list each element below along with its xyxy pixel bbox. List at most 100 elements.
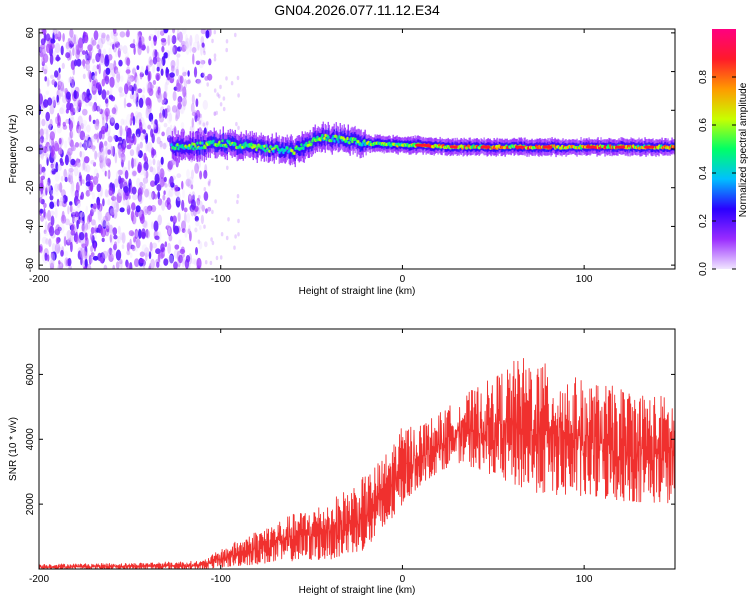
noise-blob bbox=[188, 193, 192, 205]
noise-blob bbox=[56, 94, 59, 103]
noise-blob bbox=[150, 119, 154, 125]
noise-blob bbox=[106, 171, 110, 178]
band-peak bbox=[174, 146, 178, 150]
noise-blob bbox=[161, 200, 166, 211]
noise-blob bbox=[88, 190, 93, 195]
y-tick-label: -60 bbox=[25, 257, 36, 272]
noise-blob bbox=[79, 212, 85, 218]
noise-blob bbox=[185, 178, 191, 187]
noise-blob bbox=[110, 230, 114, 238]
noise-blob bbox=[85, 173, 91, 184]
noise-blob bbox=[105, 111, 109, 123]
noise-blob bbox=[65, 91, 71, 100]
noise-blob bbox=[84, 232, 88, 241]
noise-blob bbox=[46, 157, 49, 166]
noise-blob bbox=[220, 232, 224, 237]
noise-blob bbox=[58, 67, 61, 73]
colorbar-tick-label: 0.4 bbox=[698, 166, 709, 180]
noise-blob bbox=[154, 119, 158, 126]
noise-blob bbox=[188, 195, 192, 201]
noise-blob bbox=[82, 124, 87, 133]
noise-blob bbox=[206, 121, 209, 126]
noise-blob bbox=[107, 169, 111, 180]
noise-blob bbox=[162, 194, 166, 201]
noise-blob bbox=[60, 175, 64, 182]
noise-blob bbox=[200, 72, 205, 78]
noise-blob bbox=[225, 235, 229, 241]
noise-blob bbox=[85, 102, 89, 107]
noise-blob bbox=[104, 140, 108, 147]
noise-blob bbox=[163, 91, 167, 101]
band-peak bbox=[336, 137, 339, 141]
noise-blob bbox=[111, 248, 116, 259]
noise-blob bbox=[41, 118, 46, 127]
noise-blob bbox=[97, 209, 102, 221]
noise-blob bbox=[101, 162, 106, 173]
noise-blob bbox=[127, 160, 131, 171]
noise-blob bbox=[114, 241, 117, 248]
noise-blob bbox=[148, 159, 152, 167]
noise-blob bbox=[184, 212, 187, 224]
noise-blob bbox=[199, 120, 205, 127]
noise-blob bbox=[123, 180, 128, 187]
noise-blob bbox=[124, 170, 129, 180]
noise-blob bbox=[148, 35, 152, 41]
noise-blob bbox=[141, 228, 146, 240]
noise-blob bbox=[107, 54, 113, 61]
noise-blob bbox=[152, 65, 156, 74]
noise-blob bbox=[152, 80, 157, 85]
noise-blob bbox=[191, 47, 197, 53]
noise-blob bbox=[78, 102, 82, 109]
noise-blob bbox=[172, 45, 178, 55]
noise-blob bbox=[157, 191, 161, 200]
band-peak bbox=[261, 144, 264, 148]
noise-blob bbox=[72, 47, 75, 56]
noise-blob bbox=[113, 36, 118, 43]
noise-blob bbox=[126, 199, 130, 207]
noise-blob bbox=[181, 220, 186, 231]
band-peak bbox=[187, 146, 191, 150]
top-x-axis-label: Height of straight line (km) bbox=[299, 286, 416, 297]
noise-blob bbox=[126, 204, 131, 215]
noise-blob bbox=[60, 249, 64, 257]
band-peak bbox=[196, 141, 200, 145]
noise-blob bbox=[155, 122, 159, 134]
noise-blob bbox=[207, 180, 211, 186]
noise-blob bbox=[149, 166, 154, 173]
noise-blob bbox=[181, 180, 184, 190]
y-tick-label: 2000 bbox=[25, 493, 36, 516]
noise-blob bbox=[70, 188, 76, 198]
noise-blob bbox=[49, 259, 55, 267]
noise-blob bbox=[143, 220, 149, 229]
noise-blob bbox=[50, 215, 55, 227]
noise-blob bbox=[179, 248, 186, 255]
noise-blob bbox=[45, 238, 49, 245]
noise-blob bbox=[166, 222, 171, 230]
noise-blob bbox=[79, 174, 83, 186]
noise-blob bbox=[113, 60, 117, 71]
noise-blob bbox=[114, 122, 120, 130]
noise-blob bbox=[85, 164, 91, 173]
noise-blob bbox=[164, 241, 168, 248]
noise-blob bbox=[145, 229, 151, 239]
noise-blob bbox=[135, 115, 138, 124]
noise-blob bbox=[166, 108, 172, 116]
noise-blob bbox=[113, 38, 119, 44]
noise-blob bbox=[138, 186, 144, 196]
noise-blob bbox=[47, 97, 53, 106]
noise-blob bbox=[146, 98, 152, 110]
noise-blob bbox=[69, 201, 73, 206]
noise-blob bbox=[66, 102, 72, 111]
noise-blob bbox=[166, 129, 170, 136]
noise-blob bbox=[67, 205, 70, 215]
noise-blob bbox=[105, 155, 108, 164]
noise-blob bbox=[116, 71, 121, 83]
noise-blob bbox=[43, 68, 48, 75]
noise-blob bbox=[181, 199, 185, 211]
noise-blob bbox=[60, 161, 64, 166]
noise-blob bbox=[89, 232, 94, 241]
noise-blob bbox=[131, 245, 136, 252]
noise-blob bbox=[156, 159, 161, 172]
chart-title: GN04.2026.077.11.12.E34 bbox=[274, 2, 440, 18]
noise-blob bbox=[161, 131, 165, 137]
